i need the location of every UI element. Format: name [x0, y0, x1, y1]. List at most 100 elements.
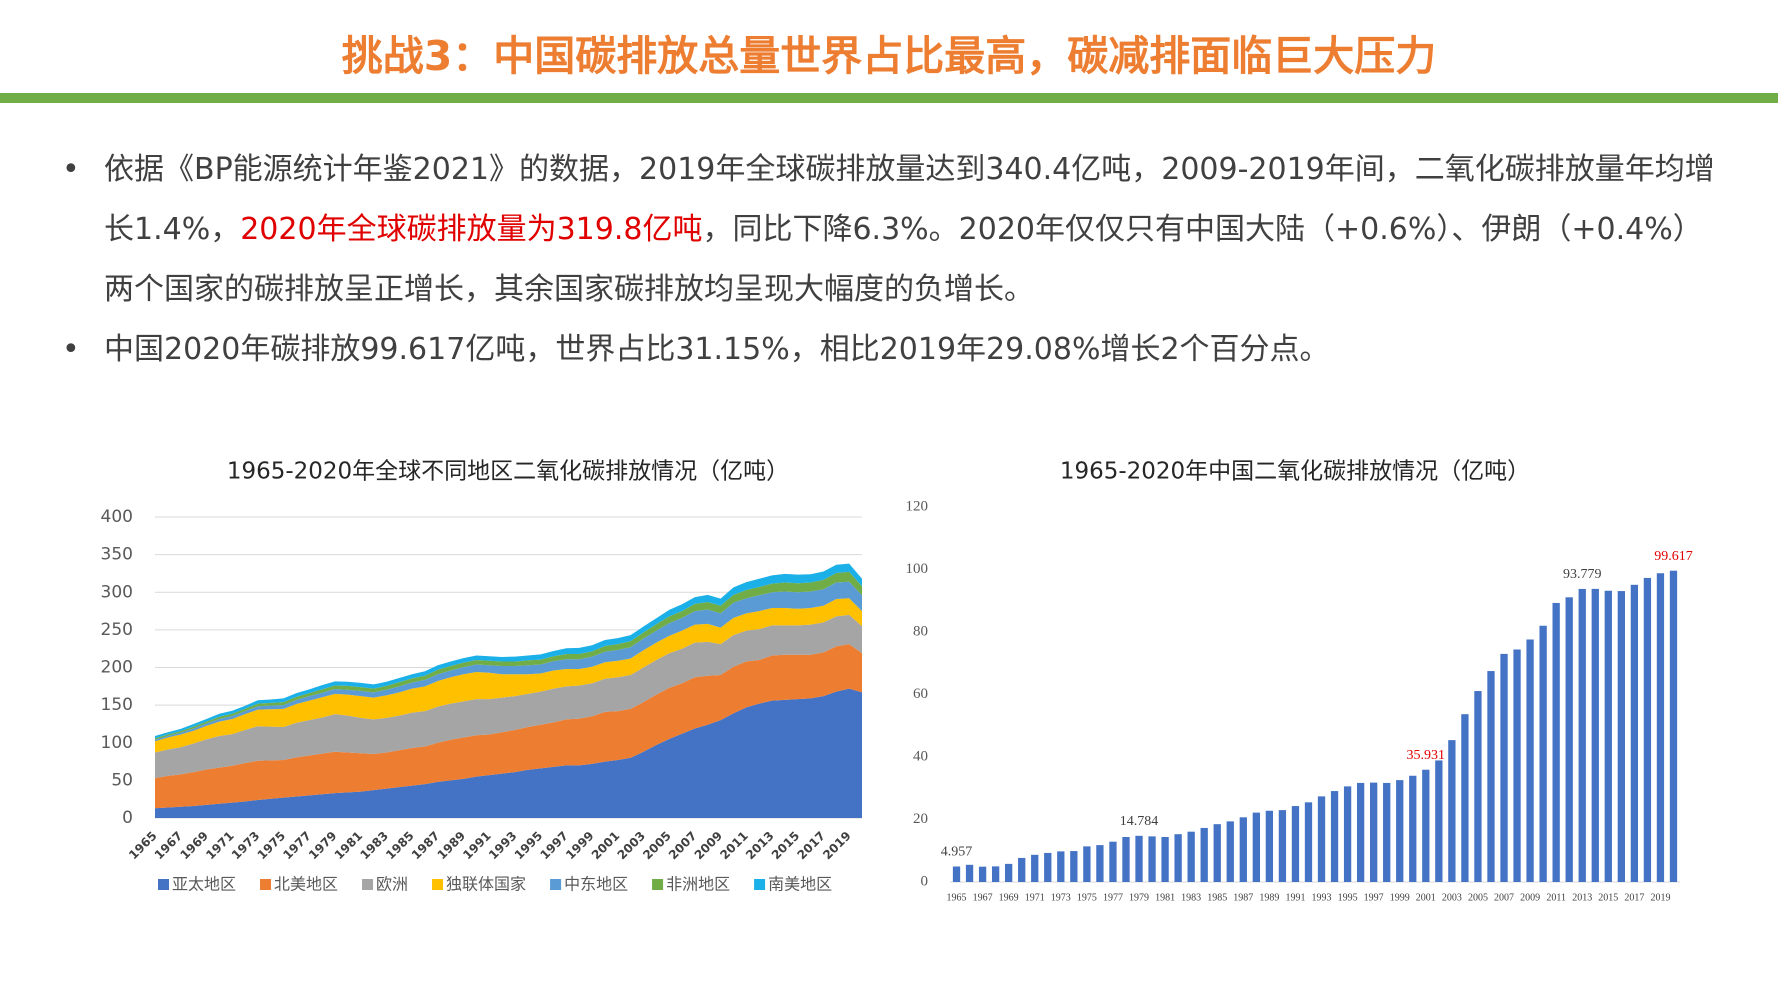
x-tick-label: 1987: [409, 829, 443, 863]
bar: [1539, 625, 1547, 882]
bar: [1656, 573, 1665, 882]
legend-swatch: [158, 879, 169, 890]
bar: [1161, 837, 1169, 882]
bar: [1409, 775, 1417, 882]
x-tick-label: 2009: [692, 829, 726, 863]
chart-title: 1965-2020年全球不同地区二氧化碳排放情况（亿吨）: [227, 459, 789, 485]
legend-label: 亚太地区: [172, 875, 236, 894]
bar: [1500, 653, 1508, 882]
x-tick-label: 1977: [1103, 892, 1123, 903]
x-tick-label: 1971: [203, 829, 237, 863]
y-tick-label: 40: [913, 748, 928, 764]
x-tick-label: 1987: [1233, 892, 1253, 903]
bar: [1148, 836, 1156, 882]
x-tick-label: 1977: [280, 829, 314, 863]
y-tick-label: 250: [101, 620, 133, 640]
bar: [1005, 863, 1013, 882]
bar: [1317, 796, 1326, 882]
bar: [1330, 791, 1339, 882]
legend-swatch: [432, 879, 444, 890]
y-tick-label: 300: [101, 582, 133, 602]
x-tick-label: 2003: [1442, 892, 1462, 903]
bar: [1109, 841, 1117, 882]
bar: [1617, 591, 1625, 882]
text: 中国2020年碳排放99.617亿吨，世界占比31.15%，相比2019年29.…: [104, 332, 1330, 367]
legend-label: 北美地区: [274, 875, 338, 894]
x-tick-label: 2011: [1546, 892, 1566, 903]
bar: [952, 866, 961, 882]
area: [155, 598, 862, 753]
bar: [1096, 845, 1104, 882]
legend-swatch: [754, 879, 766, 890]
x-tick-label: 1981: [1155, 892, 1175, 903]
value-label: 14.784: [1120, 814, 1159, 829]
bar: [1226, 821, 1234, 882]
x-tick-label: 1993: [486, 829, 520, 863]
legend-swatch: [652, 879, 664, 890]
bar: [1578, 588, 1586, 882]
x-tick-label: 1979: [1129, 892, 1149, 903]
legend-label: 南美地区: [768, 875, 832, 894]
x-tick-label: 1975: [255, 829, 289, 863]
x-tick-label: 2019: [820, 829, 854, 863]
bar: [1552, 602, 1560, 882]
legend-swatch: [362, 879, 374, 890]
x-tick-label: 1989: [1259, 892, 1279, 903]
text: ，同比下降6.3%。2020年仅仅只有中国大陆（+0.6%）、伊朗（+0.4%）…: [104, 212, 1703, 307]
area: [155, 644, 862, 809]
y-tick-label: 200: [101, 658, 133, 678]
x-tick-label: 1983: [357, 829, 391, 863]
bar: [1252, 812, 1260, 882]
x-tick-label: 2015: [1598, 892, 1618, 903]
bar: [1070, 851, 1078, 882]
x-tick-label: 1975: [1077, 892, 1097, 903]
bar: [1083, 846, 1091, 882]
chart-title: 1965-2020年中国二氧化碳排放情况（亿吨）: [1060, 459, 1530, 485]
value-label: 93.779: [1563, 567, 1602, 582]
bar: [1630, 584, 1639, 882]
bar: [1031, 854, 1039, 882]
bar: [1474, 691, 1482, 882]
bullet: 中国2020年碳排放99.617亿吨，世界占比31.15%，相比2019年29.…: [62, 320, 1722, 380]
x-tick-label: 1979: [306, 829, 340, 863]
y-tick-label: 400: [101, 507, 133, 527]
y-tick-label: 20: [913, 811, 928, 827]
x-tick-label: 2003: [615, 829, 649, 863]
highlight-text: 2020年全球碳排放量为319.8亿吨: [240, 212, 703, 247]
bar: [1187, 831, 1195, 882]
x-tick-label: 1973: [1051, 892, 1071, 903]
y-tick-label: 60: [913, 686, 928, 702]
x-tick-label: 1971: [1025, 892, 1045, 903]
bar: [1435, 760, 1443, 882]
legend-swatch: [260, 879, 272, 890]
y-tick-label: 120: [906, 498, 929, 514]
area: [155, 581, 862, 742]
bar: [1487, 671, 1495, 882]
area: [155, 614, 862, 779]
bar: [1356, 782, 1365, 882]
y-tick-label: 50: [111, 770, 133, 790]
area: [155, 563, 862, 739]
bar: [1018, 857, 1026, 882]
x-tick-label: 2013: [743, 829, 777, 863]
bar: [1370, 782, 1378, 882]
x-tick-label: 1967: [973, 892, 993, 903]
bar: [1526, 639, 1534, 882]
y-tick-label: 0: [921, 873, 929, 889]
value-label: 4.957: [941, 845, 973, 860]
x-tick-label: 1969: [999, 892, 1019, 903]
x-tick-label: 2015: [769, 829, 803, 863]
x-tick-label: 1983: [1181, 892, 1201, 903]
x-tick-label: 2013: [1572, 892, 1592, 903]
divider: [0, 93, 1778, 103]
y-tick-label: 100: [101, 733, 133, 753]
x-tick-label: 1969: [177, 829, 211, 863]
bar: [1213, 824, 1221, 882]
x-tick-label: 1995: [512, 829, 546, 863]
x-tick-label: 1997: [1364, 892, 1384, 903]
bar: [1343, 786, 1352, 882]
legend-label: 非洲地区: [666, 875, 730, 894]
bar: [1200, 827, 1208, 882]
